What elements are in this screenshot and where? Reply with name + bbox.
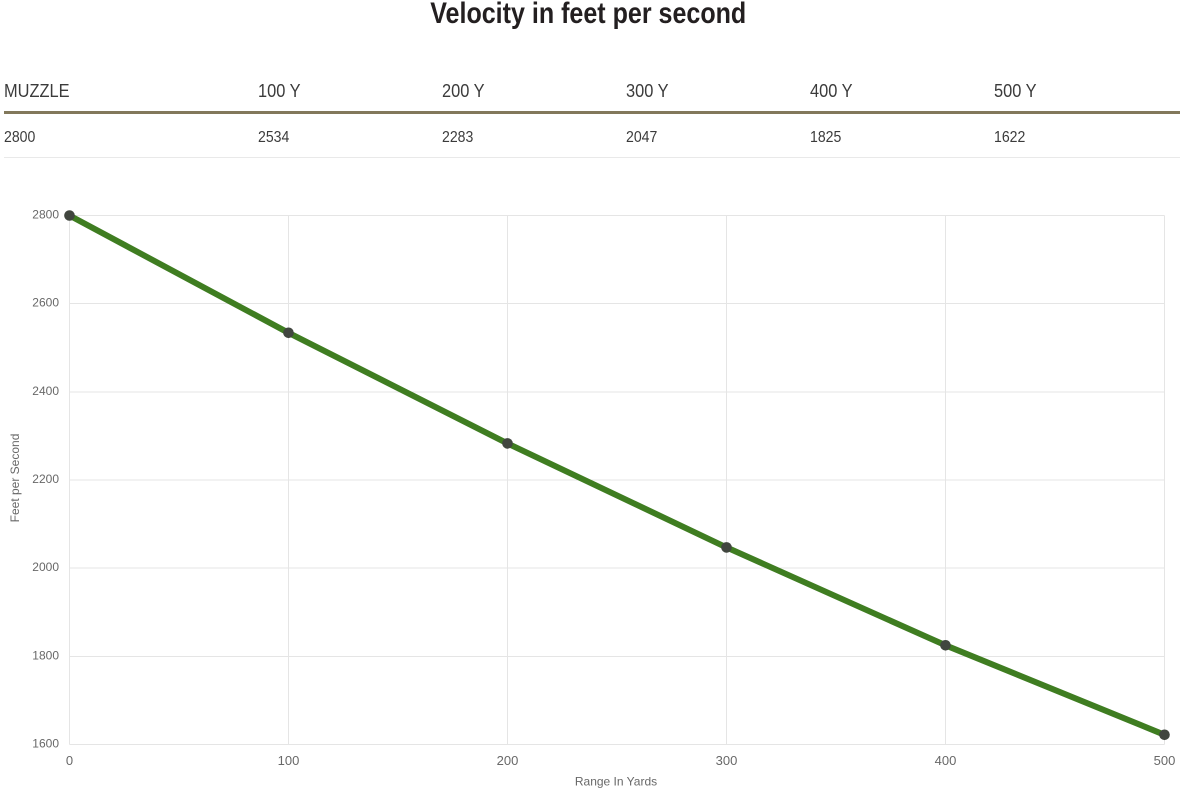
svg-text:0: 0 <box>66 753 73 768</box>
svg-text:500: 500 <box>1154 753 1176 768</box>
svg-text:2600: 2600 <box>32 296 59 310</box>
svg-text:100: 100 <box>278 753 300 768</box>
svg-text:300: 300 <box>716 753 738 768</box>
svg-text:Feet per Second: Feet per Second <box>8 434 22 523</box>
svg-text:2000: 2000 <box>32 560 59 574</box>
svg-text:2400: 2400 <box>32 384 59 398</box>
svg-text:400: 400 <box>935 753 957 768</box>
svg-text:1800: 1800 <box>32 648 59 662</box>
svg-text:1600: 1600 <box>32 737 59 751</box>
svg-text:200: 200 <box>497 753 519 768</box>
svg-text:2800: 2800 <box>32 208 59 222</box>
svg-text:Range In Yards: Range In Yards <box>575 775 657 789</box>
svg-text:2200: 2200 <box>32 472 59 486</box>
